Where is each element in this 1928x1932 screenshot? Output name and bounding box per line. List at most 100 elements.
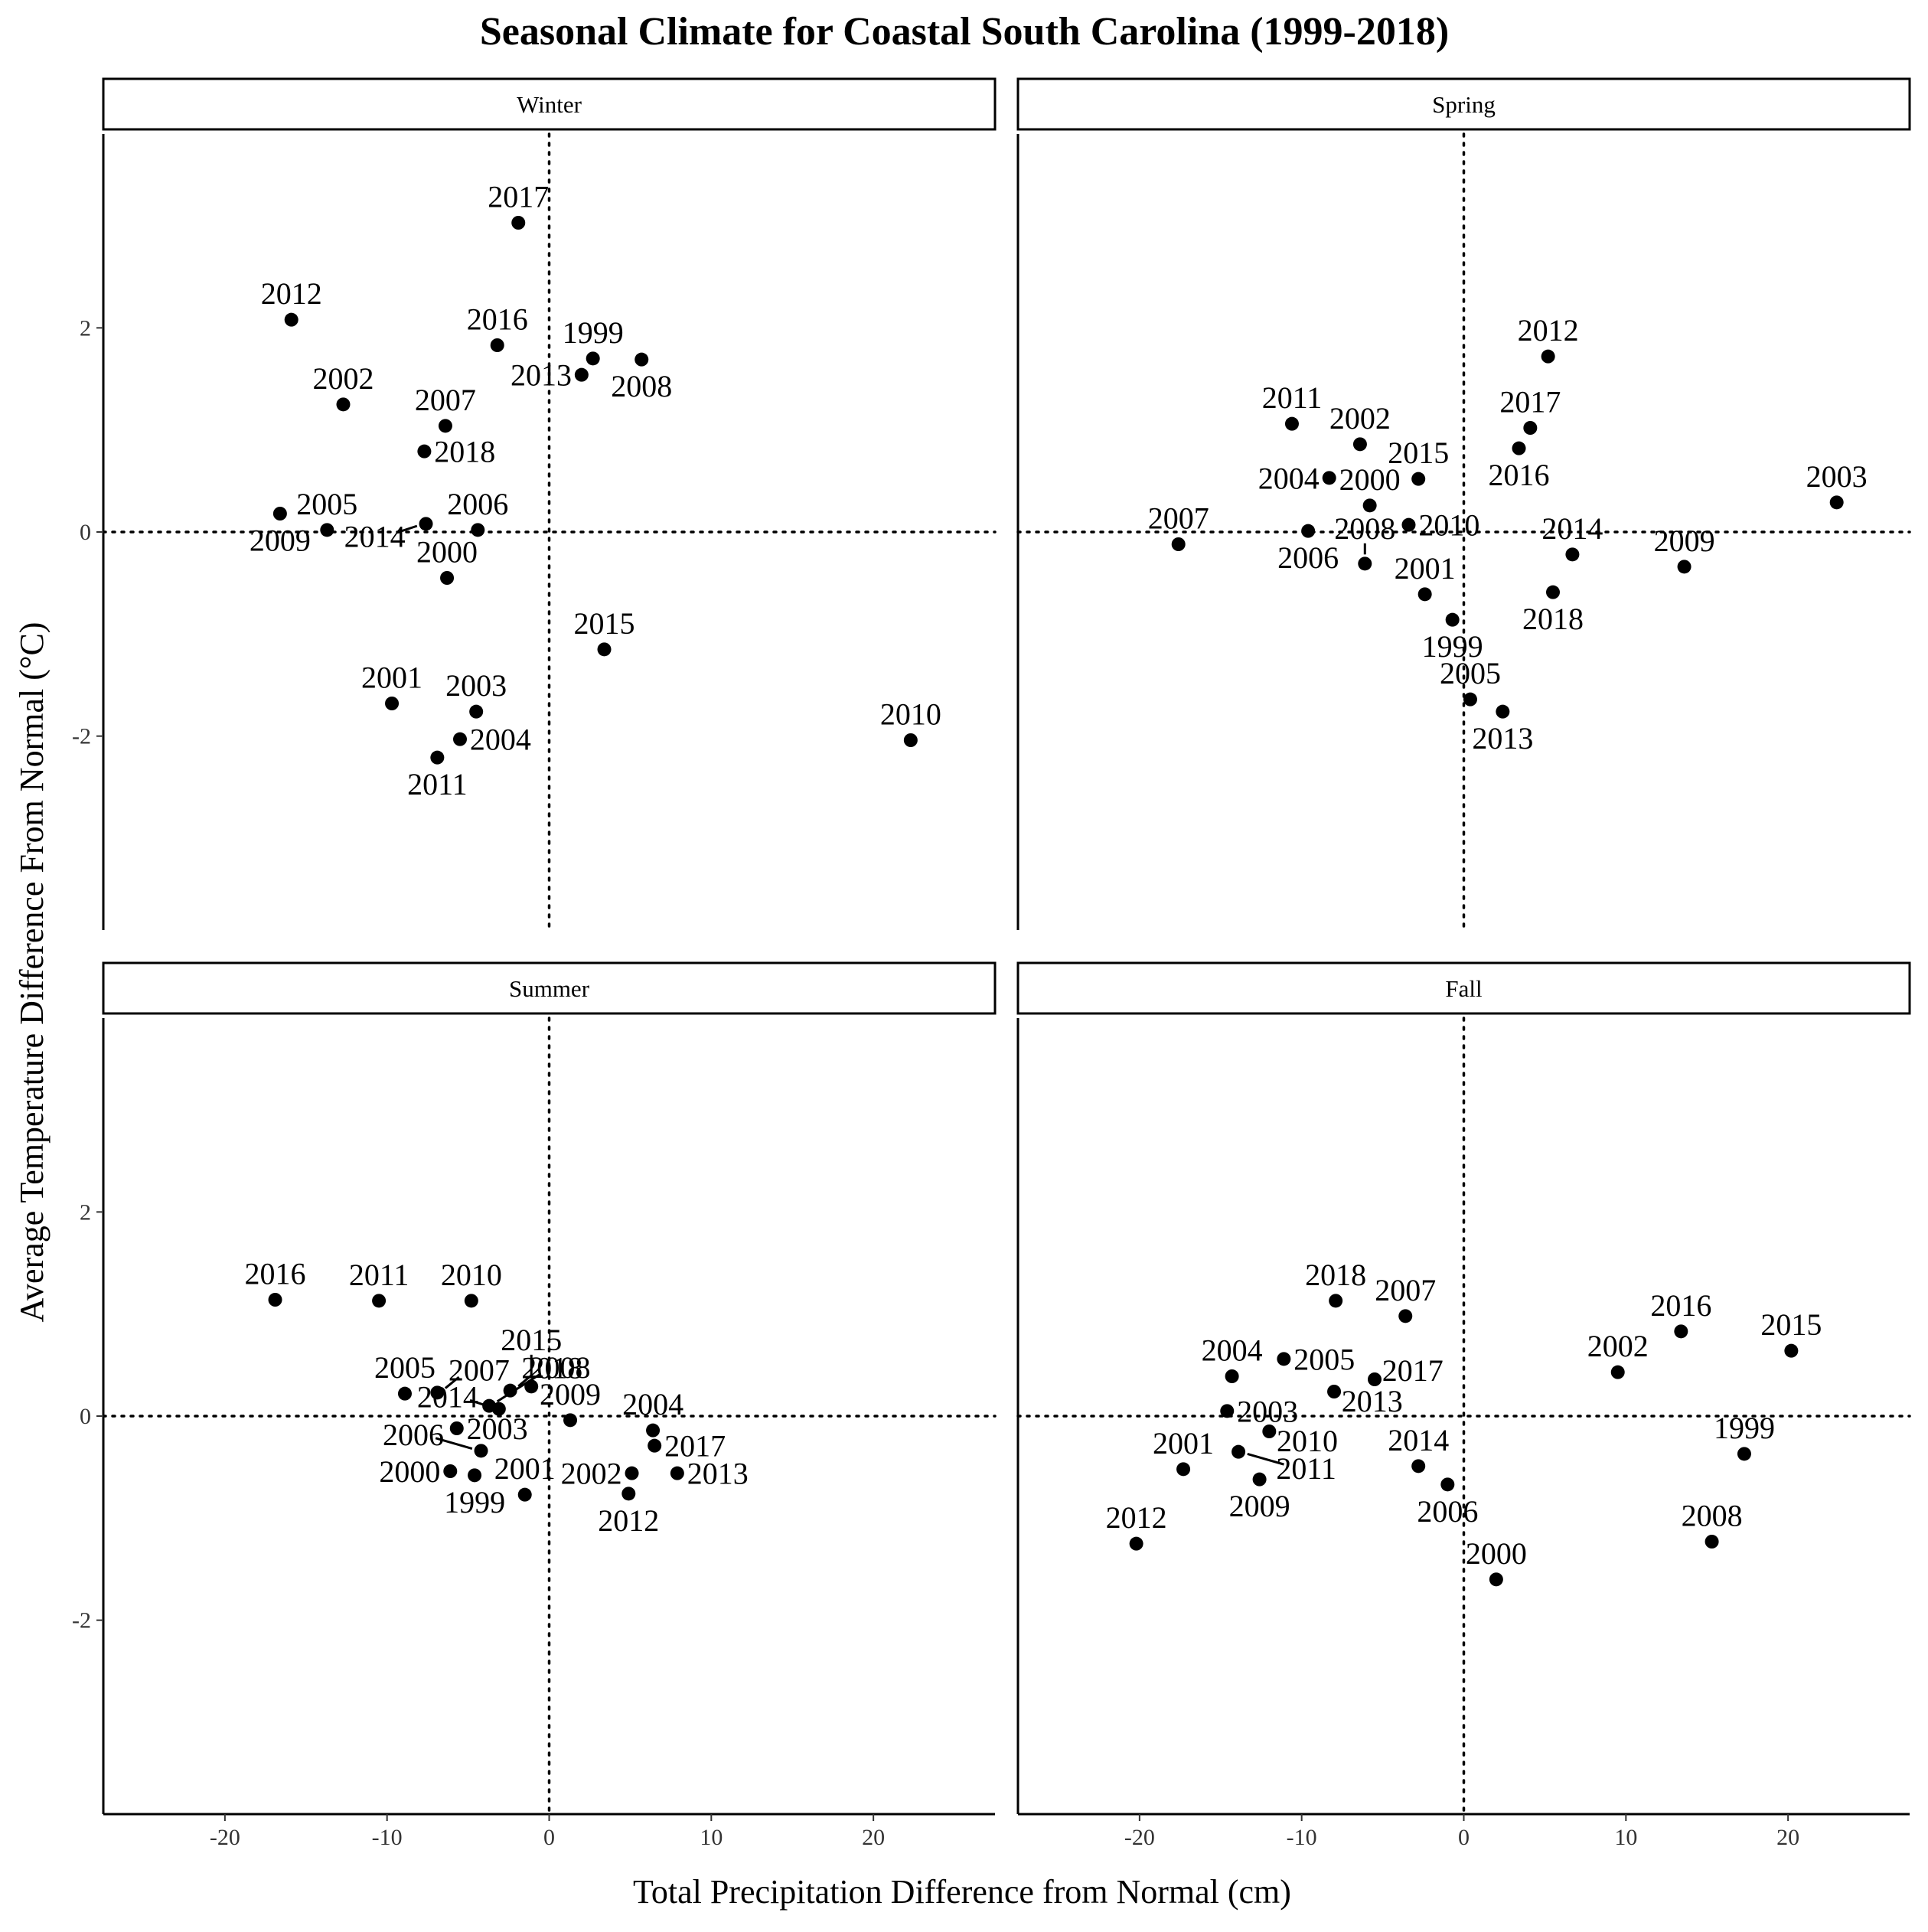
point-label-spring-2002: 2002 (1329, 401, 1391, 436)
point-label-summer-2001: 2001 (494, 1451, 556, 1486)
point-winter-2002 (336, 397, 351, 412)
point-fall-2011 (1232, 1444, 1246, 1459)
point-label-winter-2005: 2005 (296, 487, 357, 521)
x-tick-label-fall: -10 (1287, 1825, 1317, 1850)
strip-spring (1016, 77, 1911, 131)
point-winter-2010 (903, 733, 918, 747)
point-winter-2000 (440, 571, 455, 585)
point-label-spring-1999: 1999 (1422, 629, 1483, 664)
point-summer-2005 (397, 1386, 412, 1401)
point-winter-2017 (511, 216, 526, 230)
point-fall-2008 (1705, 1535, 1719, 1549)
point-fall-1999 (1737, 1447, 1751, 1461)
point-spring-2005 (1463, 692, 1477, 707)
x-tick-label-summer: 20 (862, 1825, 885, 1850)
point-label-fall-2005: 2005 (1293, 1342, 1355, 1376)
point-label-fall-2001: 2001 (1153, 1426, 1214, 1460)
strip-label-summer: Summer (509, 975, 590, 1002)
point-label-winter-2010: 2010 (880, 697, 941, 732)
point-label-fall-2010: 2010 (1277, 1424, 1338, 1458)
point-fall-2015 (1784, 1343, 1799, 1358)
point-summer-2011 (372, 1294, 387, 1308)
point-summer-2006 (474, 1444, 488, 1458)
point-summer-2007 (430, 1385, 445, 1400)
point-label-winter-2011: 2011 (407, 767, 468, 801)
point-spring-2008 (1358, 556, 1372, 571)
point-winter-2008 (635, 352, 649, 367)
point-summer-2012 (621, 1487, 636, 1501)
point-spring-2009 (1677, 560, 1691, 574)
point-label-spring-2007: 2007 (1148, 501, 1209, 536)
point-label-spring-2017: 2017 (1499, 385, 1561, 419)
point-label-winter-1999: 1999 (563, 315, 624, 350)
point-fall-2017 (1368, 1372, 1382, 1386)
label-leader-summer-2006 (435, 1437, 473, 1450)
point-label-summer-2008: 2008 (529, 1350, 590, 1385)
label-leader-fall-2011 (1247, 1453, 1284, 1466)
point-label-spring-2011: 2011 (1262, 380, 1323, 415)
strip-fall (1016, 961, 1911, 1015)
x-tick-label-fall: 20 (1776, 1825, 1799, 1850)
label-leader-summer-2008 (496, 1373, 540, 1403)
point-spring-2004 (1322, 471, 1336, 485)
point-winter-2011 (430, 750, 445, 765)
point-label-fall-2018: 2018 (1305, 1258, 1366, 1292)
label-leader-winter-2014 (396, 524, 418, 534)
point-label-spring-2000: 2000 (1339, 462, 1401, 497)
point-label-fall-2012: 2012 (1106, 1500, 1167, 1535)
point-label-spring-2018: 2018 (1522, 602, 1584, 636)
point-label-summer-2002: 2002 (561, 1457, 622, 1491)
y-tick-label-winter: -2 (72, 724, 91, 749)
x-tick-label-fall: 0 (1458, 1825, 1470, 1850)
point-spring-2001 (1417, 587, 1432, 602)
point-winter-2007 (438, 419, 452, 433)
point-label-winter-2013: 2013 (511, 358, 572, 393)
strip-label-spring: Spring (1432, 91, 1496, 118)
point-label-summer-2016: 2016 (245, 1257, 306, 1291)
point-spring-2003 (1829, 495, 1844, 510)
point-label-summer-2009: 2009 (540, 1377, 601, 1411)
point-label-summer-2004: 2004 (622, 1387, 683, 1421)
point-fall-2009 (1252, 1472, 1267, 1487)
y-tick-label-summer: -2 (72, 1608, 91, 1633)
point-winter-2015 (597, 642, 612, 657)
point-label-summer-2011: 2011 (349, 1258, 409, 1292)
point-label-fall-2002: 2002 (1587, 1329, 1649, 1363)
point-label-winter-2015: 2015 (574, 606, 635, 641)
point-fall-2001 (1176, 1462, 1191, 1477)
point-label-fall-2008: 2008 (1682, 1499, 1743, 1533)
point-summer-2002 (625, 1466, 639, 1480)
point-summer-2003 (449, 1421, 464, 1435)
point-winter-2006 (471, 523, 485, 537)
point-summer-2010 (464, 1294, 478, 1308)
point-summer-1999 (468, 1468, 482, 1483)
point-fall-2018 (1329, 1294, 1343, 1308)
point-label-fall-1999: 1999 (1714, 1411, 1775, 1445)
point-label-summer-2010: 2010 (441, 1258, 502, 1292)
point-fall-2004 (1225, 1369, 1239, 1383)
point-label-fall-2011: 2011 (1276, 1451, 1336, 1486)
point-fall-2000 (1489, 1572, 1503, 1587)
point-fall-2003 (1220, 1404, 1235, 1418)
point-label-winter-2016: 2016 (467, 302, 528, 337)
point-label-summer-2005: 2005 (374, 1350, 436, 1385)
point-spring-2016 (1512, 441, 1526, 455)
x-axis-title: Total Precipitation Difference from Norm… (633, 1873, 1291, 1911)
point-label-winter-2014: 2014 (344, 519, 406, 553)
point-fall-2002 (1610, 1365, 1625, 1379)
point-label-summer-2018: 2018 (521, 1351, 582, 1385)
point-fall-2006 (1440, 1477, 1455, 1492)
point-summer-2009 (563, 1413, 578, 1428)
x-tick-label-summer: 0 (543, 1825, 555, 1850)
point-label-spring-2009: 2009 (1654, 524, 1715, 558)
point-spring-2012 (1541, 349, 1555, 364)
point-label-fall-2009: 2009 (1229, 1489, 1290, 1523)
point-label-winter-2000: 2000 (416, 535, 478, 569)
point-spring-2018 (1546, 585, 1560, 599)
point-label-winter-2007: 2007 (415, 383, 476, 417)
point-label-spring-2016: 2016 (1489, 458, 1550, 492)
point-summer-2016 (268, 1293, 282, 1307)
point-summer-2014 (491, 1402, 506, 1416)
